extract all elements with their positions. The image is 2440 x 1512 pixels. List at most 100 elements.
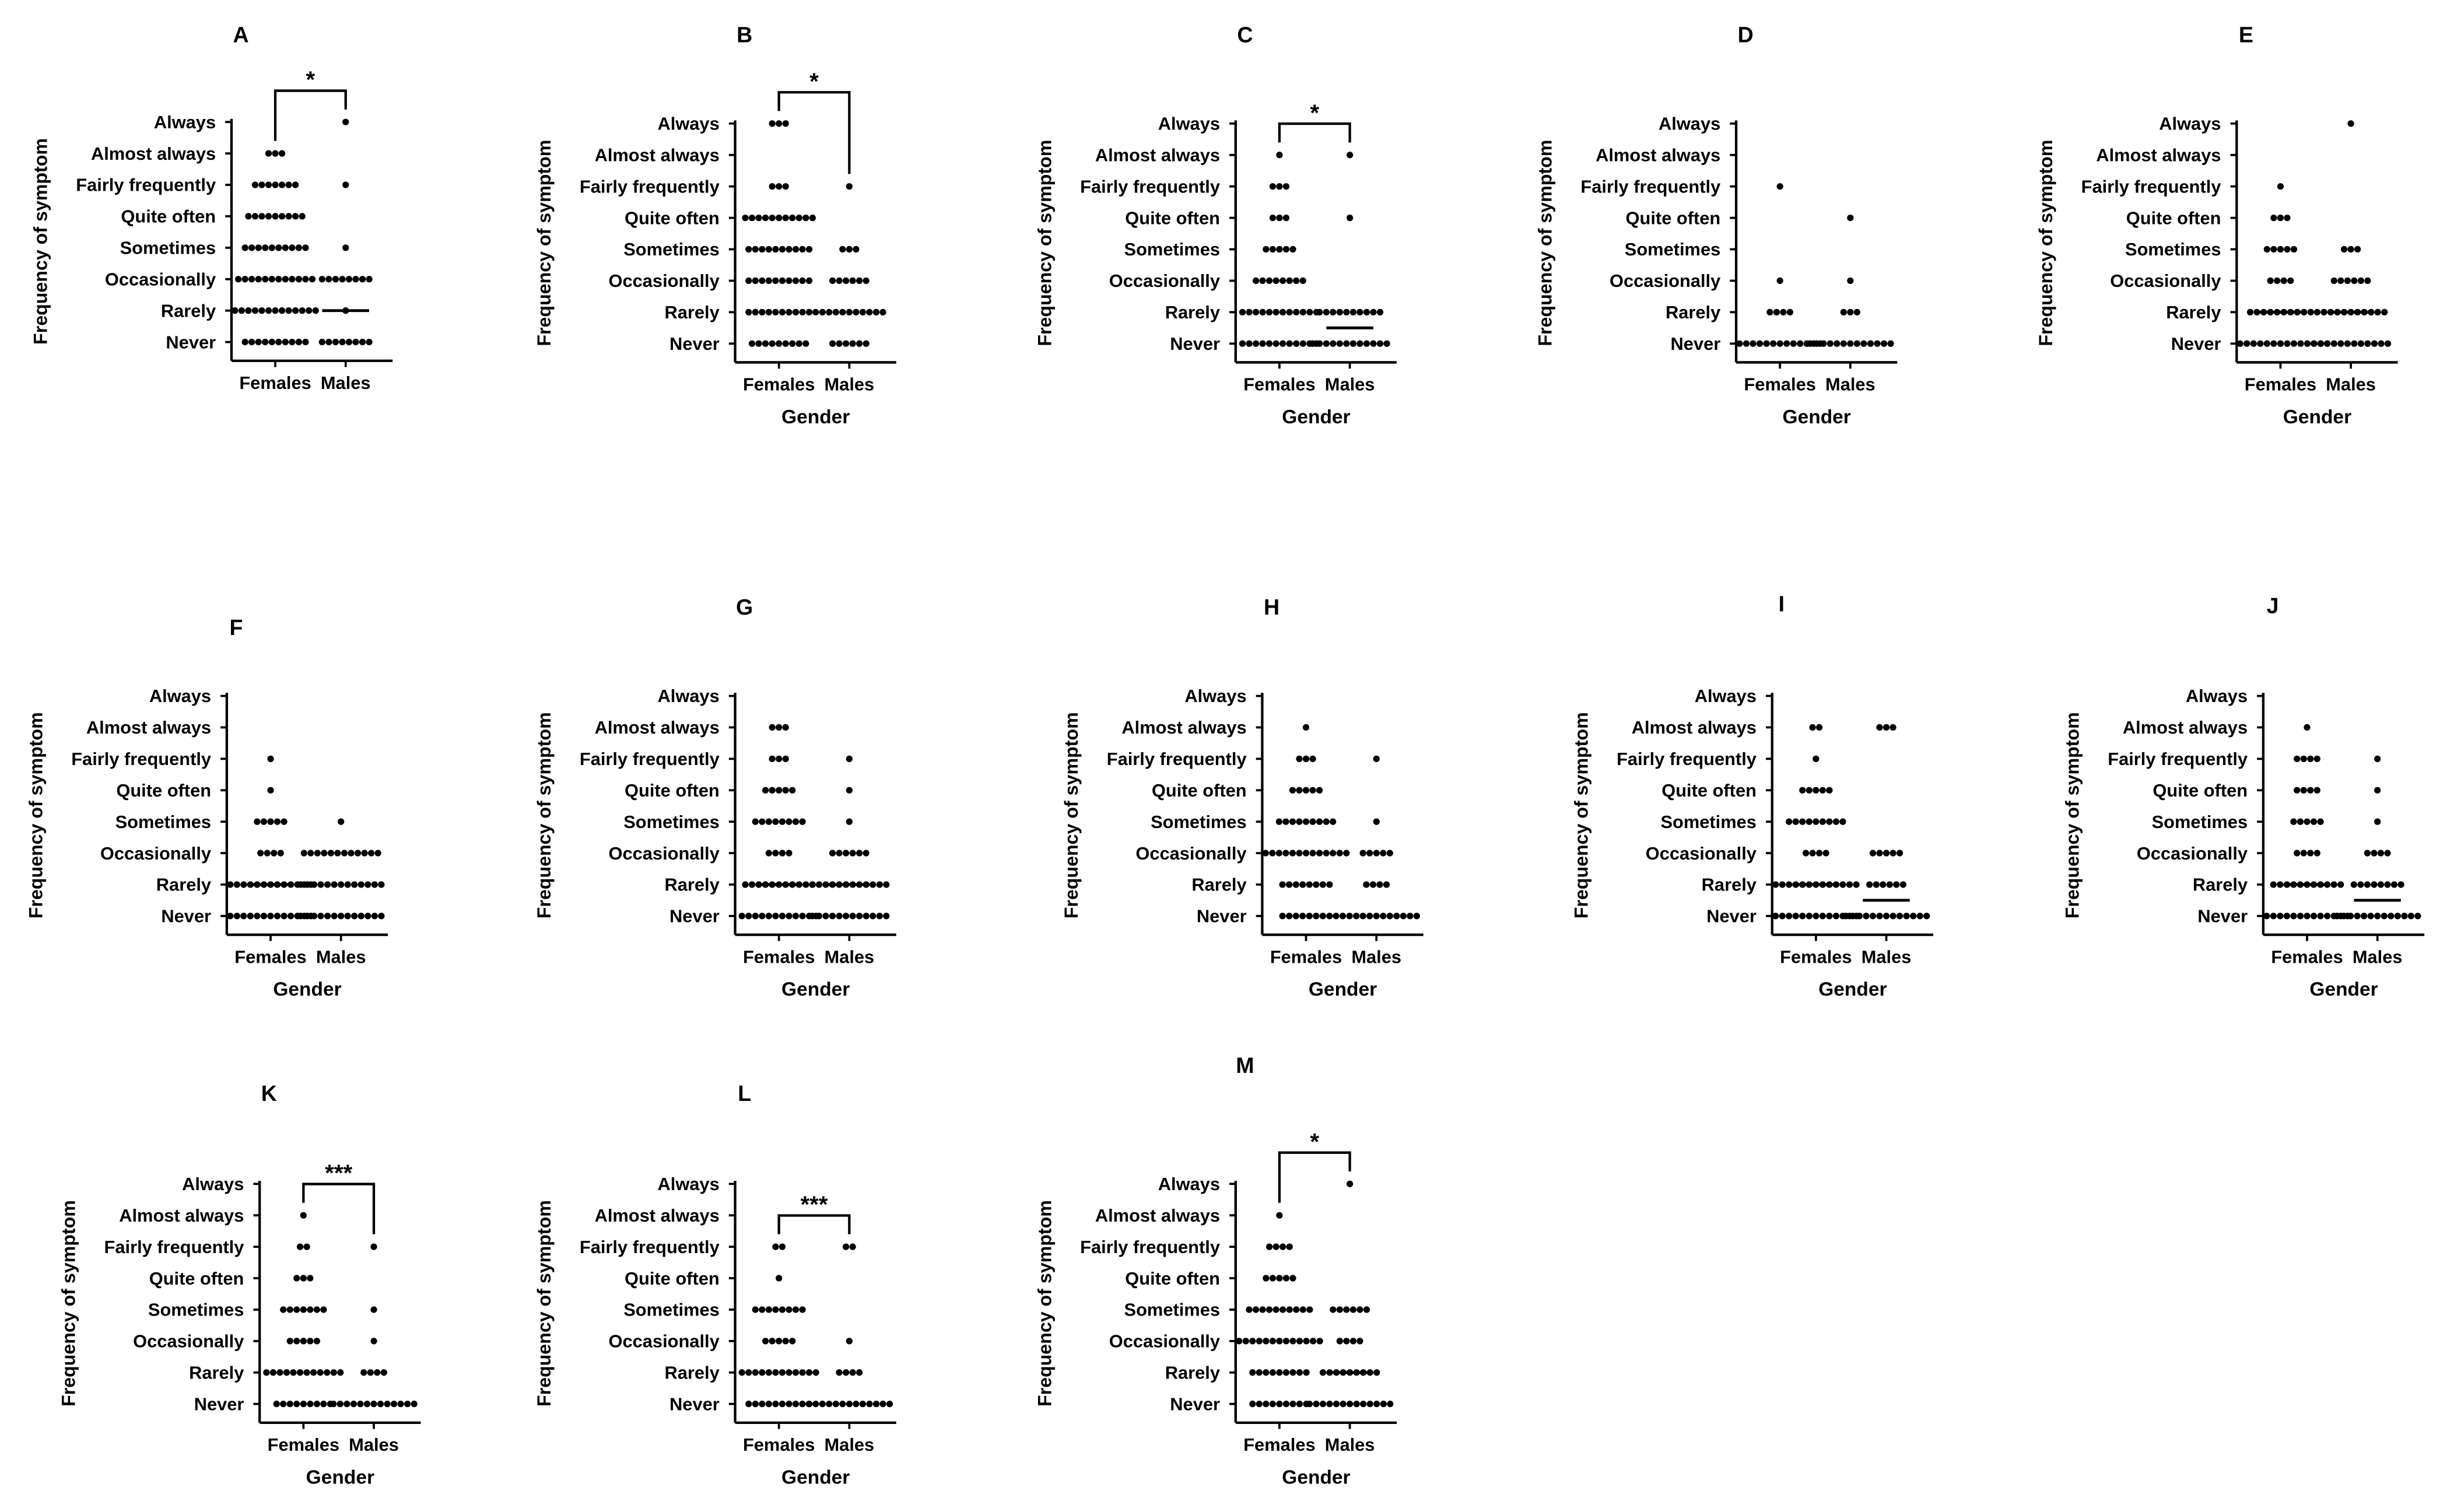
panel-m-data-point	[1296, 1401, 1303, 1408]
panel-c-y-tick-label: Sometimes	[1124, 239, 1220, 259]
panel-g-data-point	[772, 850, 779, 857]
panel-a-data-point	[289, 338, 296, 346]
panel-g-data-point	[776, 755, 783, 762]
panel-g-data-point	[772, 913, 779, 920]
panel-h-data-point	[1373, 755, 1380, 762]
panel-k-data-point	[380, 1369, 387, 1376]
panel-c-data-point	[1252, 277, 1260, 285]
panel-a-data-point	[342, 118, 349, 125]
panel-h-data-point	[1306, 881, 1313, 888]
panel-f-data-point	[304, 881, 311, 888]
panel-f-data-point	[267, 818, 274, 825]
panel-g-data-point	[883, 881, 890, 888]
panel-l-y-tick-label: Always	[657, 1174, 719, 1194]
panel-h-y-tick-label: Never	[1197, 906, 1247, 927]
panel-g-data-point	[836, 850, 843, 857]
panel-a-data-point	[325, 276, 332, 283]
panel-l-significance-bracket	[777, 1214, 851, 1234]
panel-j-data-point	[2304, 913, 2311, 920]
panel-e-data-point	[2290, 245, 2298, 253]
panel-h-data-point	[1386, 913, 1393, 920]
panel-a-data-point	[325, 338, 332, 346]
panel-a-data-point	[295, 244, 303, 251]
panel-j-data-point	[2283, 913, 2291, 920]
panel-m-data-point	[1289, 1369, 1296, 1376]
panel-h-data-point	[1383, 881, 1390, 888]
panel-k-y-tick-label: Occasionally	[133, 1331, 244, 1352]
panel-j-data-point	[2394, 913, 2401, 920]
panel-e-data-point	[2274, 277, 2281, 285]
panel-i-y-tick-label: Quite often	[1661, 780, 1757, 801]
panel-b-data-point	[782, 214, 789, 222]
panel-g-data-point	[836, 913, 843, 920]
panel-b-data-point	[759, 308, 766, 315]
panel-l-data-point	[849, 1369, 856, 1376]
panel-e-data-point	[2284, 245, 2291, 253]
panel-l-data-point	[826, 1401, 833, 1408]
panel-l-data-point	[866, 1401, 873, 1408]
panel-l-data-point	[839, 1401, 846, 1408]
panel-i-data-point	[1813, 787, 1820, 794]
panel-g-data-point	[842, 850, 850, 857]
panel-b-data-point	[786, 277, 793, 285]
panel-m-data-point	[1299, 1306, 1306, 1313]
panel-b-data-point	[765, 308, 772, 315]
panel-b-data-point	[809, 214, 816, 222]
panel-a-data-point	[302, 338, 309, 346]
panel-k-data-point	[320, 1306, 327, 1313]
panel-a-data-point	[339, 276, 346, 283]
panel-c-data-point	[1265, 308, 1273, 315]
panel-g-data-point	[789, 787, 796, 794]
panel-g-data-point	[765, 818, 772, 825]
panel-a-data-point	[345, 338, 353, 346]
panel-e-data-point	[2337, 340, 2344, 347]
panel-m-data-point	[1256, 1338, 1263, 1345]
panel-i-x-tick-label: Males	[1861, 946, 1912, 967]
panel-g-data-point	[870, 913, 877, 920]
panel-i-data-point	[1819, 818, 1827, 825]
panel-g-data-point	[782, 724, 789, 731]
panel-a-data-point	[295, 338, 303, 346]
panel-j-x-tick-label: Males	[2353, 946, 2403, 967]
panel-c-data-point	[1343, 340, 1350, 347]
panel-l-data-point	[805, 1369, 813, 1376]
panel-m-y-tick-label: Never	[1170, 1394, 1220, 1414]
panel-m-data-point	[1276, 1401, 1283, 1408]
panel-h-y-axis-title: Frequency of symptom	[1061, 712, 1082, 918]
panel-l-data-point	[772, 1243, 779, 1250]
panel-e-data-point	[2371, 340, 2378, 347]
panel-c-data-point	[1363, 308, 1370, 315]
panel-c-data-point	[1383, 340, 1390, 347]
panel-d-data-point	[1853, 340, 1861, 347]
panel-f-y-axis-title: Frequency of symptom	[25, 712, 46, 918]
panel-l-data-point	[779, 1401, 786, 1408]
panel-a-data-point	[312, 307, 319, 314]
panel-c-data-point	[1272, 277, 1279, 285]
panel-e-data-point	[2311, 340, 2318, 347]
panel-b-data-point	[752, 277, 759, 285]
panel-f-data-point	[267, 913, 274, 920]
panel-g-data-point	[786, 850, 793, 857]
panel-h-data-point	[1359, 913, 1366, 920]
panel-h-data-point	[1352, 913, 1360, 920]
panel-h-data-point	[1369, 881, 1377, 888]
panel-m-data-point	[1343, 1338, 1350, 1345]
panel-a-data-point	[295, 276, 303, 283]
panel-a-data-point	[272, 181, 279, 188]
panel-i-data-point	[1832, 818, 1840, 825]
panel-a-data-point	[339, 338, 346, 346]
panel-b-data-point	[776, 340, 783, 347]
panel-c-data-point	[1272, 340, 1279, 347]
panel-g-data-point	[792, 913, 800, 920]
panel-m-data-point	[1272, 1243, 1279, 1250]
panel-i-data-point	[1806, 818, 1813, 825]
panel-b-data-point	[748, 340, 756, 347]
panel-c-data-point	[1356, 308, 1363, 315]
panel-a-data-point	[251, 181, 259, 188]
panel-g-data-point	[876, 913, 883, 920]
panel-b-data-point	[765, 277, 772, 285]
panel-f-data-point	[277, 850, 284, 857]
panel-m-data-point	[1366, 1401, 1373, 1408]
panel-h-data-point	[1279, 881, 1286, 888]
panel-l-data-point	[832, 1401, 839, 1408]
